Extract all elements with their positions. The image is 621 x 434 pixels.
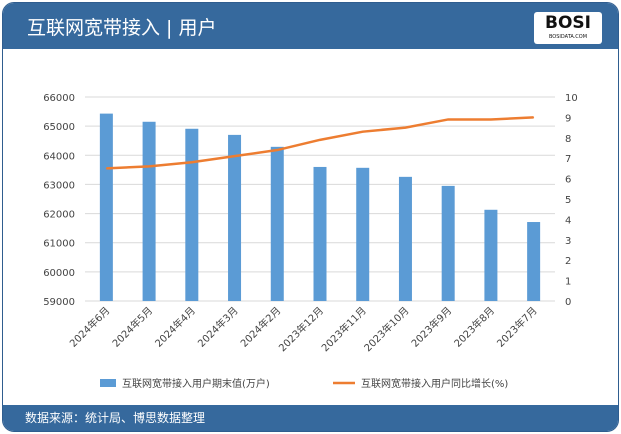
line-point xyxy=(191,161,193,163)
x-tick-label: 2024年2月 xyxy=(238,304,284,350)
y-tick-label: 63000 xyxy=(43,180,75,191)
x-tick-label: 2023年11月 xyxy=(319,304,369,354)
line-point xyxy=(362,131,364,133)
bar xyxy=(484,209,498,301)
y2-tick-label: 5 xyxy=(565,195,571,206)
line-point xyxy=(533,116,535,118)
chart: 59000 60000 61000 62000 63000 64000 65000 66000… xyxy=(43,93,578,390)
line-point xyxy=(319,139,321,141)
bar xyxy=(441,185,455,301)
y-tick-label: 66000 xyxy=(43,93,75,104)
line-point xyxy=(105,167,107,169)
x-tick-label: 2024年3月 xyxy=(195,304,241,350)
line-point xyxy=(234,155,236,157)
bosi-logo: BOSI BOSIDATA.COM xyxy=(534,12,602,44)
line-point xyxy=(404,127,406,129)
legend-bar-swatch xyxy=(100,379,116,387)
legend-line-label: 互联网宽带接入用户同比增长(%) xyxy=(361,377,508,390)
x-tick-label: 2023年7月 xyxy=(494,304,540,350)
y2-tick-label: 1 xyxy=(565,277,571,288)
y2-tick-label: 4 xyxy=(565,215,571,226)
bar xyxy=(398,176,412,301)
line-point xyxy=(148,165,150,167)
bar xyxy=(142,121,156,302)
y2-tick-label: 10 xyxy=(565,93,578,104)
x-tick-label: 2023年8月 xyxy=(451,304,497,350)
line-point xyxy=(447,118,449,120)
x-tick-label: 2023年10月 xyxy=(361,304,411,354)
legend-bar-label: 互联网宽带接入用户期末值(万户) xyxy=(122,377,270,390)
source-note: 数据来源：统计局、博思数据整理 xyxy=(3,405,618,431)
bar xyxy=(527,222,541,301)
page-title: 互联网宽带接入 | 用户 xyxy=(27,17,217,39)
y2-tick-label: 0 xyxy=(565,297,571,308)
x-tick-label: 2023年12月 xyxy=(276,304,326,354)
line-point xyxy=(490,118,492,120)
y2-tick-label: 6 xyxy=(565,175,571,186)
y-tick-label: 64000 xyxy=(43,151,75,162)
bar xyxy=(185,128,199,301)
x-tick-label: 2024年5月 xyxy=(109,304,155,350)
y2-tick-label: 8 xyxy=(565,134,571,145)
x-tick-label: 2024年6月 xyxy=(67,304,113,350)
bar xyxy=(356,167,370,301)
bar xyxy=(228,134,242,301)
y2-tick-label: 3 xyxy=(565,236,571,247)
y2-tick-label: 7 xyxy=(565,154,571,165)
y-tick-label: 61000 xyxy=(43,239,75,250)
y2-tick-label: 2 xyxy=(565,256,571,267)
growth-line xyxy=(106,116,534,170)
bar xyxy=(270,146,284,301)
y2-tick-label: 9 xyxy=(565,113,571,124)
y-tick-label: 65000 xyxy=(43,122,75,133)
y-tick-label: 60000 xyxy=(43,268,75,279)
x-tick-label: 2023年9月 xyxy=(408,304,454,350)
bar xyxy=(313,166,327,301)
header: 互联网宽带接入 | 用户 BOSI BOSIDATA.COM xyxy=(3,3,618,49)
y-tick-label: 59000 xyxy=(43,297,75,308)
y-tick-label: 62000 xyxy=(43,210,75,221)
bar xyxy=(99,113,113,302)
line-point xyxy=(276,149,278,151)
x-tick-label: 2024年4月 xyxy=(152,304,198,350)
